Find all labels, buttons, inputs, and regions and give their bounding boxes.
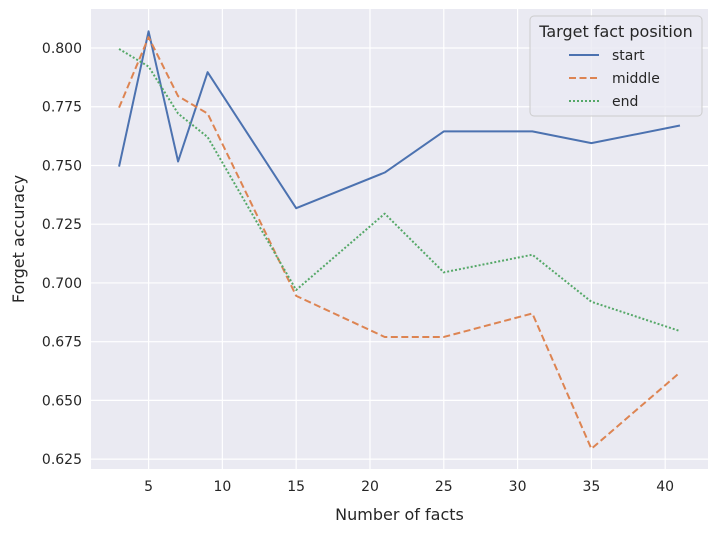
tick-labels: 5 10 15 20 25 30 35 40 0.625 0.650 0.675 0.700 0.725… [42, 41, 674, 495]
legend-box [529, 15, 703, 117]
legend: Target fact position start middle end [529, 15, 703, 117]
y-tick-label: 0.625 [42, 452, 82, 468]
x-tick-label: 20 [361, 479, 379, 495]
x-tick-label: 40 [656, 479, 674, 495]
legend-title: Target fact position [538, 22, 693, 41]
y-axis-label: Forget accuracy [9, 175, 28, 303]
legend-label-middle: middle [612, 71, 660, 87]
y-tick-label: 0.675 [42, 335, 82, 351]
series-line-end [118, 48, 681, 333]
y-tick-label: 0.750 [42, 158, 82, 174]
legend-label-start: start [612, 48, 645, 64]
y-tick-label: 0.725 [42, 217, 82, 233]
x-tick-label: 10 [213, 479, 231, 495]
series-lines [118, 30, 681, 450]
y-tick-label: 0.650 [42, 393, 82, 409]
x-axis-label: Number of facts [335, 505, 464, 524]
y-tick-label: 0.800 [42, 41, 82, 57]
x-tick-label: 15 [287, 479, 305, 495]
series-line-start [118, 30, 681, 210]
x-tick-label: 5 [144, 479, 153, 495]
y-tick-label: 0.775 [42, 100, 82, 116]
legend-label-end: end [612, 94, 638, 110]
y-tick-label: 0.700 [42, 276, 82, 292]
series-line-middle [118, 36, 681, 450]
x-tick-label: 30 [509, 479, 527, 495]
x-tick-label: 25 [435, 479, 453, 495]
x-tick-label: 35 [582, 479, 600, 495]
